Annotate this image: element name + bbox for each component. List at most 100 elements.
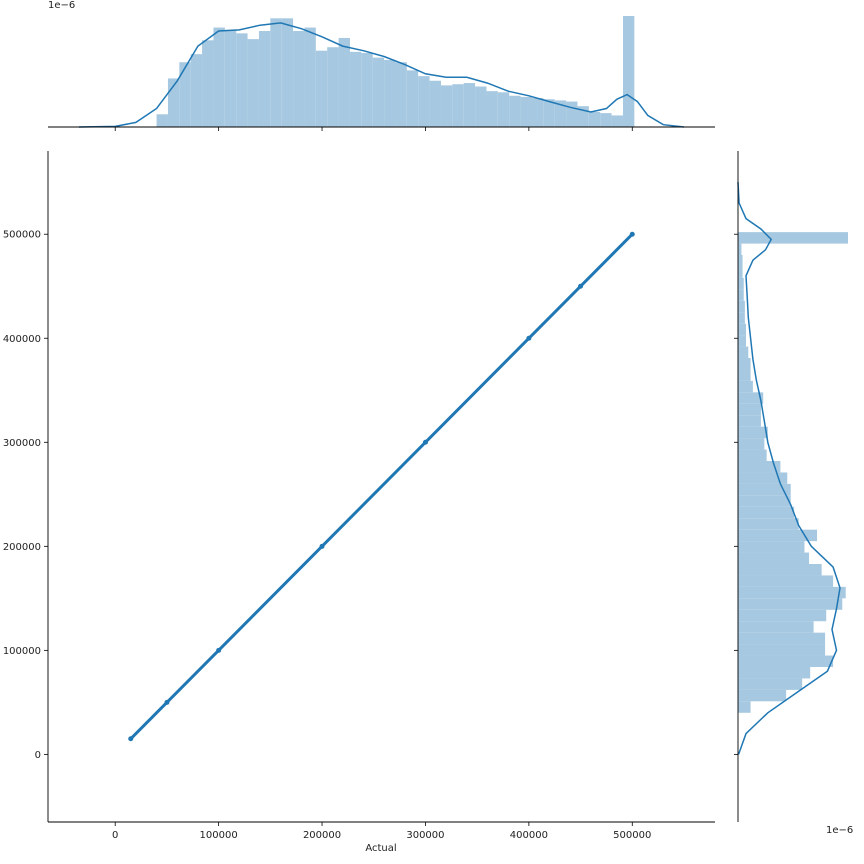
right-hist-bar bbox=[738, 403, 761, 416]
top-hist-bar bbox=[509, 95, 521, 127]
right-hist-bar bbox=[738, 552, 810, 565]
top-hist-bar bbox=[156, 114, 168, 127]
right-marginal-ticks bbox=[734, 233, 738, 755]
top-hist-bar bbox=[315, 50, 328, 127]
scatter-point bbox=[629, 231, 635, 237]
right-hist-bar bbox=[738, 449, 767, 462]
top-hist-bar bbox=[463, 83, 476, 127]
right-hist-bar bbox=[738, 461, 781, 473]
right-hist-bar bbox=[738, 369, 751, 381]
y-tick-label: 0 bbox=[35, 750, 41, 761]
x-tick-label: 200000 bbox=[303, 830, 341, 841]
right-hist-bar bbox=[738, 621, 814, 633]
top-hist-bar bbox=[600, 113, 612, 127]
top-kde-curve bbox=[78, 22, 685, 128]
right-hist-bar bbox=[738, 483, 791, 496]
y-axis-ticks: 0 100000 200000 300000 400000 500000 bbox=[3, 230, 48, 761]
x-axis-ticks: 0 100000 200000 300000 400000 500000 bbox=[112, 822, 651, 841]
x-tick-label: 400000 bbox=[510, 830, 548, 841]
top-hist-bar bbox=[543, 99, 555, 127]
right-hist-bar bbox=[738, 666, 811, 679]
right-hist-bar bbox=[738, 564, 822, 576]
top-marginal-plot: 1e−6 bbox=[48, 0, 715, 131]
top-hist-bar bbox=[566, 101, 578, 127]
right-hist-bar bbox=[738, 426, 768, 439]
right-hist-bar bbox=[738, 289, 744, 301]
top-hist-bar bbox=[395, 62, 407, 127]
right-hist-bar bbox=[738, 529, 818, 542]
right-hist-bar bbox=[738, 415, 761, 427]
right-hist-bar bbox=[738, 678, 803, 690]
top-histogram bbox=[156, 16, 635, 127]
top-hist-bar bbox=[213, 27, 225, 127]
right-hist-bar bbox=[738, 495, 791, 507]
scatter-points bbox=[128, 231, 635, 742]
top-hist-bar bbox=[372, 57, 385, 127]
x-tick-label: 500000 bbox=[613, 830, 651, 841]
right-hist-bar bbox=[738, 346, 749, 359]
scatter-point bbox=[319, 543, 325, 549]
top-hist-bar bbox=[611, 115, 623, 127]
y-tick-label: 200000 bbox=[3, 542, 41, 553]
right-hist-bar bbox=[738, 300, 745, 313]
x-axis-label: Actual bbox=[365, 843, 396, 854]
scatter-point bbox=[216, 647, 222, 653]
top-hist-bar bbox=[588, 111, 601, 127]
top-hist-bar bbox=[236, 33, 248, 127]
top-hist-bar bbox=[258, 31, 271, 127]
right-hist-bar bbox=[738, 438, 765, 450]
right-hist-bar bbox=[738, 255, 743, 267]
right-hist-bar bbox=[738, 266, 743, 278]
top-hist-bar bbox=[520, 96, 532, 127]
right-histogram bbox=[738, 232, 848, 713]
right-hist-bar bbox=[738, 506, 795, 519]
top-hist-bar bbox=[349, 51, 362, 127]
right-hist-bar bbox=[738, 243, 742, 256]
top-hist-bar bbox=[577, 106, 589, 127]
right-hist-bar bbox=[738, 701, 751, 713]
x-tick-label: 300000 bbox=[406, 830, 444, 841]
top-hist-bar bbox=[167, 78, 180, 127]
right-hist-bar bbox=[738, 380, 753, 393]
right-hist-bar bbox=[738, 335, 747, 347]
right-hist-bar bbox=[738, 323, 747, 336]
right-hist-bar bbox=[738, 392, 764, 404]
top-hist-bar bbox=[452, 84, 464, 127]
top-hist-bar bbox=[293, 31, 305, 127]
top-hist-bar bbox=[179, 62, 191, 127]
top-offset-label: 1e−6 bbox=[48, 0, 75, 11]
top-hist-bar bbox=[384, 59, 396, 127]
top-hist-bar bbox=[622, 16, 635, 127]
right-hist-bar bbox=[738, 586, 846, 599]
right-hist-bar bbox=[738, 541, 805, 553]
top-hist-bar bbox=[429, 80, 441, 127]
right-hist-bar bbox=[738, 575, 834, 587]
top-hist-bar bbox=[554, 100, 567, 127]
right-hist-bar bbox=[738, 312, 745, 324]
right-hist-bar bbox=[738, 518, 799, 530]
top-hist-bar bbox=[475, 86, 487, 127]
y-tick-label: 500000 bbox=[3, 230, 41, 241]
top-hist-bar bbox=[497, 92, 510, 127]
right-hist-bar bbox=[738, 358, 751, 370]
y-tick-label: 300000 bbox=[3, 438, 41, 449]
x-tick-label: 100000 bbox=[200, 830, 238, 841]
right-hist-bar bbox=[738, 632, 826, 645]
top-hist-bar bbox=[270, 18, 282, 127]
right-hist-bar bbox=[738, 472, 788, 484]
top-hist-bar bbox=[406, 70, 419, 127]
right-hist-bar bbox=[738, 609, 827, 622]
top-hist-bar bbox=[486, 91, 498, 127]
scatter-point bbox=[526, 335, 532, 341]
joint-axes: 0 100000 200000 300000 400000 500000 0 100000 2… bbox=[3, 151, 715, 854]
scatter-point bbox=[578, 283, 584, 289]
right-hist-bar bbox=[738, 598, 843, 610]
x-tick-label: 0 bbox=[112, 830, 118, 841]
scatter-point bbox=[422, 439, 428, 445]
top-hist-bar bbox=[224, 29, 237, 127]
right-hist-bar bbox=[738, 689, 787, 702]
top-hist-bar bbox=[440, 85, 453, 127]
top-hist-bar bbox=[281, 18, 294, 127]
scatter-diagonal bbox=[129, 232, 634, 741]
